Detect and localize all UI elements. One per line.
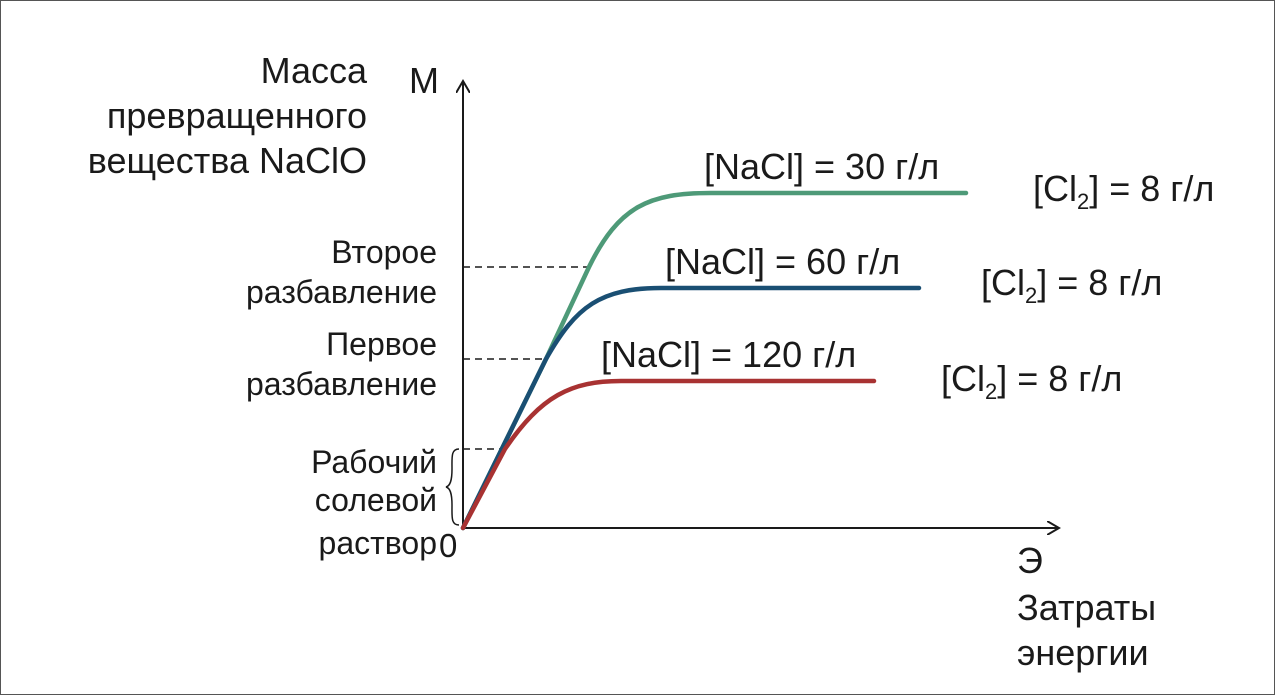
level-label-working-brine-1: Рабочий [311, 444, 437, 480]
series-line-nacl-60 [460, 285, 922, 531]
x-axis-symbol: Э [1017, 540, 1043, 581]
y-axis-title-line-2: превращенного [107, 95, 367, 136]
y-axis-symbol: M [409, 60, 439, 101]
y-axis-title-line-3: вещества NaClO [88, 140, 367, 181]
cl2-label-120: [Cl2] = 8 г/л [941, 358, 1122, 404]
level-label-second-dilution-1: Второе [331, 234, 437, 270]
cl2-label-30: [Cl2] = 8 г/л [1033, 168, 1214, 214]
series-label-nacl-30: [NaCl] = 30 г/л [704, 146, 939, 187]
level-label-working-brine-3: раствор [319, 525, 437, 561]
series-label-nacl-120: [NaCl] = 120 г/л [601, 334, 856, 375]
series-line-nacl-120 [460, 378, 877, 531]
level-label-second-dilution-2: разбавление [246, 274, 437, 310]
level-label-working-brine-2: солевой [315, 482, 437, 518]
working-brine-brace [445, 448, 460, 526]
x-axis-title-line-1: Затраты [1017, 587, 1156, 628]
origin-label: 0 [439, 527, 457, 564]
series-line-nacl-30 [460, 190, 969, 531]
level-label-first-dilution-1: Первое [326, 326, 437, 362]
x-axis-title-line-2: энергии [1017, 632, 1149, 673]
cl2-label-60: [Cl2] = 8 г/л [981, 262, 1162, 308]
y-axis-title-line-1: Масса [261, 50, 368, 91]
series-label-nacl-60: [NaCl] = 60 г/л [665, 241, 900, 282]
level-label-first-dilution-2: разбавление [246, 366, 437, 402]
